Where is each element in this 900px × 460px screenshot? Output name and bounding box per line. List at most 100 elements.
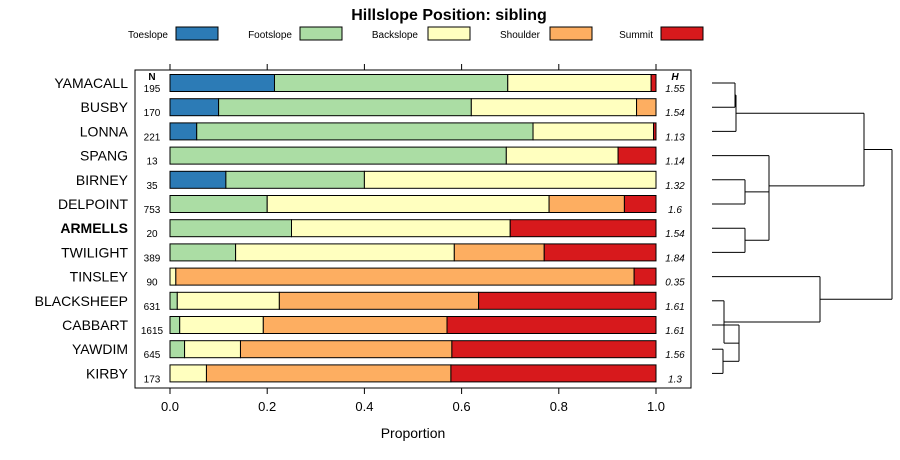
category-label-spang: SPANG (80, 148, 128, 164)
bar-cabbart-backslope (179, 316, 264, 334)
n-value-busby: 170 (144, 108, 161, 119)
h-value-kirby: 1.3 (668, 374, 682, 385)
bar-kirby-shoulder (205, 364, 452, 383)
bar-spang-summit (617, 146, 657, 165)
category-label-tinsley: TINSLEY (70, 269, 129, 285)
category-label-yawdim: YAWDIM (72, 341, 128, 357)
n-column-header: N (148, 72, 155, 83)
bar-blacksheep-summit (478, 291, 657, 310)
bar-birney-footslope (225, 170, 365, 189)
n-value-lonna: 221 (144, 132, 161, 143)
category-label-blacksheep: BLACKSHEEP (35, 293, 128, 309)
bar-spang-footslope (169, 146, 507, 165)
legend-label-backslope: Backslope (372, 30, 419, 41)
bar-yamacall-summit (650, 74, 657, 92)
legend-swatch-summit (660, 26, 704, 41)
h-value-busby: 1.54 (665, 108, 685, 119)
legend-label-shoulder: Shoulder (500, 30, 541, 41)
bar-yawdim-footslope (169, 340, 186, 359)
bar-blacksheep-shoulder (278, 291, 480, 310)
h-value-yawdim: 1.56 (665, 350, 685, 361)
h-value-delpoint: 1.6 (668, 205, 682, 216)
bar-tinsley-backslope (169, 267, 177, 286)
bar-row-delpoint: DELPOINT 753 1.6 (58, 195, 682, 216)
x-tick-label-0: 0.0 (161, 399, 179, 414)
bar-busby-toeslope (169, 98, 220, 117)
bar-cabbart-summit (446, 316, 657, 334)
x-axis: 0.0 0.2 0.4 0.6 0.8 1.0 (161, 64, 665, 414)
bar-birney-backslope (363, 170, 657, 189)
n-value-birney: 35 (146, 181, 158, 192)
n-value-blacksheep: 631 (144, 302, 161, 313)
bar-birney-toeslope (169, 170, 227, 189)
bar-cabbart-shoulder (262, 316, 448, 334)
legend-swatch-backslope (427, 26, 471, 41)
legend: Toeslope Footslope Backslope Shoulder Summit (128, 26, 704, 41)
x-tick-label-3: 0.6 (453, 399, 471, 414)
bar-armells-backslope (291, 219, 511, 238)
h-value-tinsley: 0.35 (665, 278, 685, 289)
bar-busby-footslope (218, 98, 472, 117)
bar-tinsley-summit (633, 267, 657, 286)
bar-row-twilight: TWILIGHT 389 1.84 (61, 243, 685, 264)
n-value-delpoint: 753 (144, 205, 161, 216)
legend-swatch-footslope (299, 26, 343, 41)
legend-label-footslope: Footslope (248, 30, 292, 41)
bar-lonna-backslope (532, 122, 655, 141)
n-value-spang: 13 (146, 157, 158, 168)
n-value-tinsley: 90 (146, 278, 158, 289)
bar-yawdim-summit (451, 340, 657, 359)
bar-delpoint-shoulder (548, 195, 625, 213)
bar-cabbart-footslope (169, 316, 181, 334)
legend-swatch-toeslope (175, 26, 219, 41)
x-tick-label-5: 1.0 (647, 399, 665, 414)
legend-label-summit: Summit (619, 30, 653, 41)
bar-row-lonna: LONNA 221 1.13 (80, 122, 685, 143)
category-label-yamacall: YAMACALL (54, 75, 128, 91)
bar-blacksheep-backslope (176, 291, 280, 310)
x-axis-title: Proportion (381, 425, 446, 441)
bar-kirby-summit (450, 364, 657, 383)
n-value-cabbart: 1615 (141, 326, 164, 337)
bar-yawdim-backslope (184, 340, 241, 359)
bar-lonna-toeslope (169, 122, 198, 141)
category-label-lonna: LONNA (80, 123, 129, 139)
bar-row-tinsley: TINSLEY 90 0.35 (70, 267, 685, 289)
x-tick-label-2: 0.4 (355, 399, 373, 414)
legend-swatch-shoulder (549, 26, 593, 41)
bar-delpoint-footslope (169, 195, 268, 213)
h-value-blacksheep: 1.61 (665, 302, 684, 313)
bar-yamacall-backslope (507, 74, 652, 92)
bar-row-kirby: KIRBY 173 1.3 (86, 364, 682, 385)
bar-delpoint-summit (623, 195, 657, 213)
bar-busby-shoulder (636, 98, 657, 117)
bar-row-birney: BIRNEY 35 1.32 (76, 170, 685, 192)
bar-row-cabbart: CABBART 1615 1.61 (62, 316, 685, 337)
h-value-spang: 1.14 (665, 157, 685, 168)
n-value-armells: 20 (146, 229, 158, 240)
x-tick-label-1: 0.2 (258, 399, 276, 414)
h-value-lonna: 1.13 (665, 132, 685, 143)
bar-row-spang: SPANG 13 1.14 (80, 146, 685, 168)
x-tick-label-4: 0.8 (550, 399, 568, 414)
bar-rows: YAMACALL 195 1.55 BUSBY 170 1.54 LONNA 221 1.13 S… (35, 74, 685, 385)
bar-row-yamacall: YAMACALL 195 1.55 (54, 74, 685, 95)
bar-kirby-backslope (169, 364, 207, 383)
bar-lonna-summit (653, 122, 657, 141)
h-value-yamacall: 1.55 (665, 84, 685, 95)
bar-delpoint-backslope (266, 195, 550, 213)
n-value-yamacall: 195 (144, 84, 161, 95)
bar-row-armells: ARMELLS 20 1.54 (60, 219, 685, 240)
bar-armells-footslope (169, 219, 292, 238)
bar-spang-backslope (505, 146, 619, 165)
category-label-busby: BUSBY (81, 99, 129, 115)
bar-blacksheep-footslope (169, 291, 178, 310)
category-label-armells: ARMELLS (60, 220, 128, 236)
bar-row-busby: BUSBY 170 1.54 (81, 98, 685, 119)
bar-lonna-footslope (196, 122, 534, 141)
h-value-armells: 1.54 (665, 229, 685, 240)
bar-armells-summit (509, 219, 657, 238)
bar-busby-backslope (470, 98, 638, 117)
n-value-kirby: 173 (144, 374, 161, 385)
